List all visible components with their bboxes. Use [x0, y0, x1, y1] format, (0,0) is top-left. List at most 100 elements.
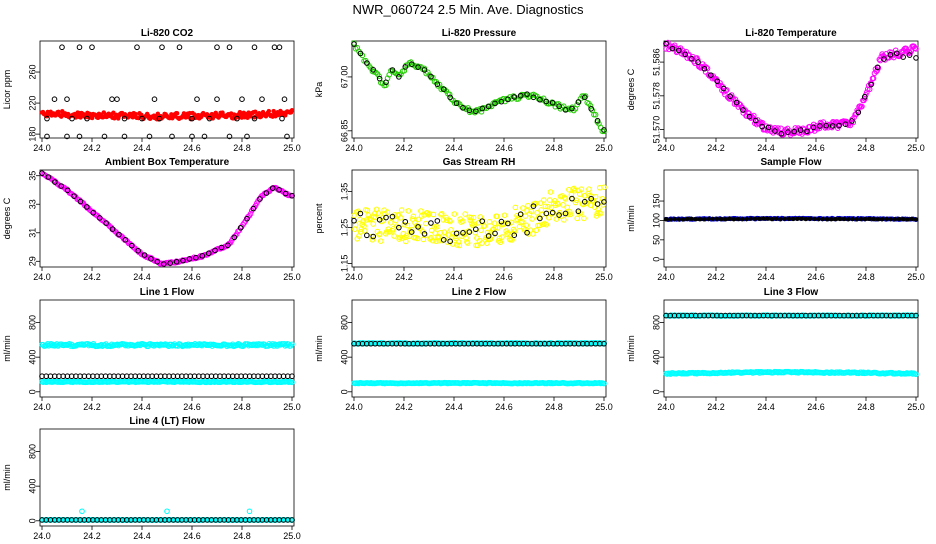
data-point: [289, 107, 295, 113]
data-point: [773, 216, 779, 221]
x-tick-label: 24.0: [345, 143, 363, 153]
data-point: [375, 210, 382, 216]
x-tick-label: 24.2: [395, 402, 413, 412]
data-point: [250, 205, 257, 212]
data-point: [86, 342, 92, 349]
data-point: [159, 44, 165, 51]
data-point: [850, 119, 857, 126]
chart-line-3-flow: Line 3 Flow 24.0 24.2 24.4 24.6 24.8 25.0 0 400 8…: [626, 287, 925, 412]
data-point: [448, 227, 454, 233]
data-point: [464, 239, 470, 245]
data-point: [160, 261, 167, 267]
data-point: [103, 220, 109, 226]
data-point: [720, 85, 727, 92]
y-tick-label: 35: [27, 171, 37, 181]
data-point: [795, 216, 800, 222]
data-point: [415, 224, 421, 230]
data-point: [900, 54, 906, 60]
data-point: [484, 229, 491, 236]
panel-line-4-lt-flow: Line 4 (LT) Flow 24.0 24.2 24.4 24.6 24.8 25.0…: [0, 414, 312, 544]
chart-li820-co2: Li-820 CO2 24.0 24.2 24.4 24.6 24.8 25.0 180 220…: [2, 28, 301, 153]
data-point: [909, 216, 915, 222]
data-point: [682, 51, 689, 58]
x-tick-label: 24.8: [857, 272, 875, 282]
series-temperature: [663, 39, 919, 138]
data-point: [438, 210, 445, 217]
data-point: [542, 203, 549, 210]
panel-line-1-flow: Line 1 Flow 24.0 24.2 24.4 24.6 24.8 25.0 0 400 8…: [0, 285, 312, 415]
data-point: [180, 257, 186, 264]
data-point: [692, 60, 698, 67]
data-point: [556, 103, 562, 110]
data-point: [533, 227, 540, 234]
data-point: [588, 195, 594, 202]
data-point: [39, 170, 45, 176]
data-point: [214, 44, 220, 51]
data-point: [121, 133, 128, 140]
data-point: [225, 242, 231, 249]
data-point: [279, 115, 285, 122]
plot-frame: [351, 299, 607, 398]
series-co2-fill: [39, 107, 295, 122]
data-point: [778, 216, 783, 222]
x-tick-label: 24.2: [395, 143, 413, 153]
data-point: [752, 216, 758, 221]
x-tick-label: 24.0: [657, 272, 675, 282]
data-point: [588, 105, 594, 112]
data-point: [765, 216, 770, 221]
data-point: [525, 202, 531, 209]
plot-frame: [663, 40, 919, 139]
data-point: [370, 66, 377, 73]
data-point: [466, 229, 473, 235]
data-point: [884, 216, 889, 222]
data-point: [403, 232, 410, 239]
data-point: [45, 174, 52, 180]
y-tick-label: 1.15: [339, 255, 349, 273]
x-tick-label: 24.8: [233, 143, 251, 153]
data-point: [492, 224, 499, 231]
data-point: [433, 223, 440, 230]
data-point: [263, 190, 270, 196]
data-point: [455, 239, 462, 245]
data-point: [454, 242, 460, 248]
x-tick-label: 24.2: [83, 143, 101, 153]
data-point: [913, 371, 919, 378]
data-point: [546, 214, 552, 221]
data-point: [139, 115, 145, 122]
series-line-1-high: [39, 340, 295, 350]
y-tick-label: 400: [339, 350, 349, 365]
data-point: [167, 260, 174, 266]
x-tick-label: 24.4: [757, 402, 775, 412]
data-point: [845, 216, 851, 222]
data-point: [597, 210, 604, 217]
y-tick-label: 51.570: [651, 116, 661, 144]
data-point: [376, 231, 382, 238]
x-tick-label: 24.6: [807, 272, 825, 282]
data-point: [478, 227, 484, 234]
data-point: [403, 238, 409, 245]
data-point: [401, 67, 408, 74]
data-point: [831, 119, 837, 126]
data-point: [905, 217, 910, 222]
data-point: [154, 258, 161, 265]
data-point: [276, 186, 282, 193]
data-point: [569, 195, 575, 202]
data-point: [553, 216, 560, 222]
data-point: [697, 216, 703, 222]
data-point: [836, 122, 842, 129]
data-point: [364, 60, 370, 66]
series-line-3-low: [663, 368, 919, 378]
y-tick-label: 0: [27, 518, 37, 523]
data-point: [101, 133, 108, 140]
data-point: [71, 193, 77, 199]
x-tick-label: 24.6: [183, 272, 201, 282]
data-point: [477, 106, 483, 112]
data-point: [418, 208, 424, 214]
data-point: [59, 44, 65, 51]
data-point: [485, 233, 492, 239]
data-point: [434, 234, 441, 241]
plot-frame: [663, 299, 919, 398]
y-tick-label: 1.35: [339, 183, 349, 201]
data-point: [706, 216, 711, 222]
data-point: [494, 213, 500, 220]
